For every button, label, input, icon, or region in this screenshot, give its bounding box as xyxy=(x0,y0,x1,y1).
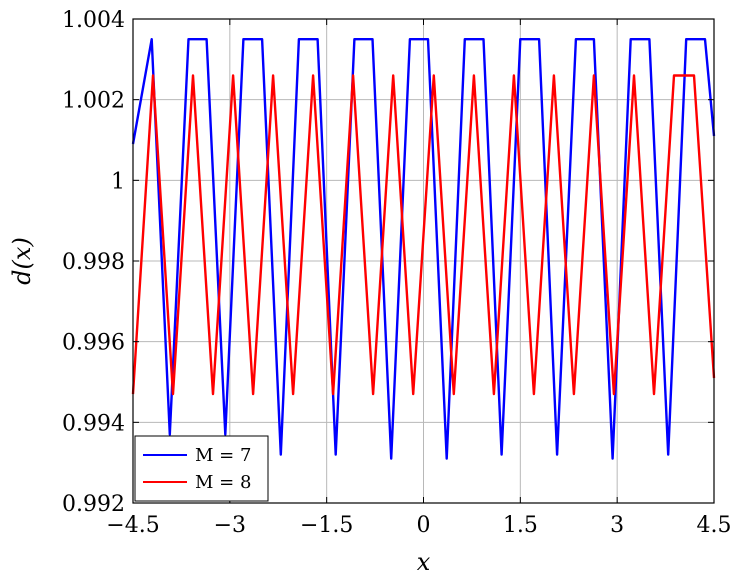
tick-labels: −4.5 −3 −1.5 0 1.5 3 4.5 0.992 0.994 0.996 0.998 1 1… xyxy=(62,8,731,538)
grid xyxy=(132,18,715,504)
legend-label-m8: M = 8 xyxy=(195,472,251,493)
y-tick-label: 0.996 xyxy=(62,331,125,356)
y-tick-label: 0.992 xyxy=(62,492,125,517)
ticks xyxy=(132,18,715,504)
x-tick-label: −4.5 xyxy=(106,513,159,538)
y-axis-label: d(x) xyxy=(8,237,36,285)
x-tick-label: 4.5 xyxy=(697,513,732,538)
series-line xyxy=(131,74,716,396)
legend: M = 7 M = 8 xyxy=(134,435,269,502)
legend-label-m7: M = 7 xyxy=(195,445,251,466)
legend-box xyxy=(134,435,269,502)
series-0 xyxy=(131,38,716,460)
y-tick-label: 0.994 xyxy=(62,411,125,436)
y-tick-label: 1.004 xyxy=(62,8,125,33)
y-tick-label: 1.002 xyxy=(62,89,125,114)
x-tick-label: 0 xyxy=(417,513,431,538)
x-tick-label: 3 xyxy=(610,513,624,538)
x-axis-label: x xyxy=(417,548,431,576)
x-tick-label: −1.5 xyxy=(300,513,353,538)
y-tick-label: 0.998 xyxy=(62,250,125,275)
x-tick-label: 1.5 xyxy=(503,513,538,538)
y-tick-label: 1 xyxy=(111,169,125,194)
x-tick-label: −3 xyxy=(214,513,246,538)
